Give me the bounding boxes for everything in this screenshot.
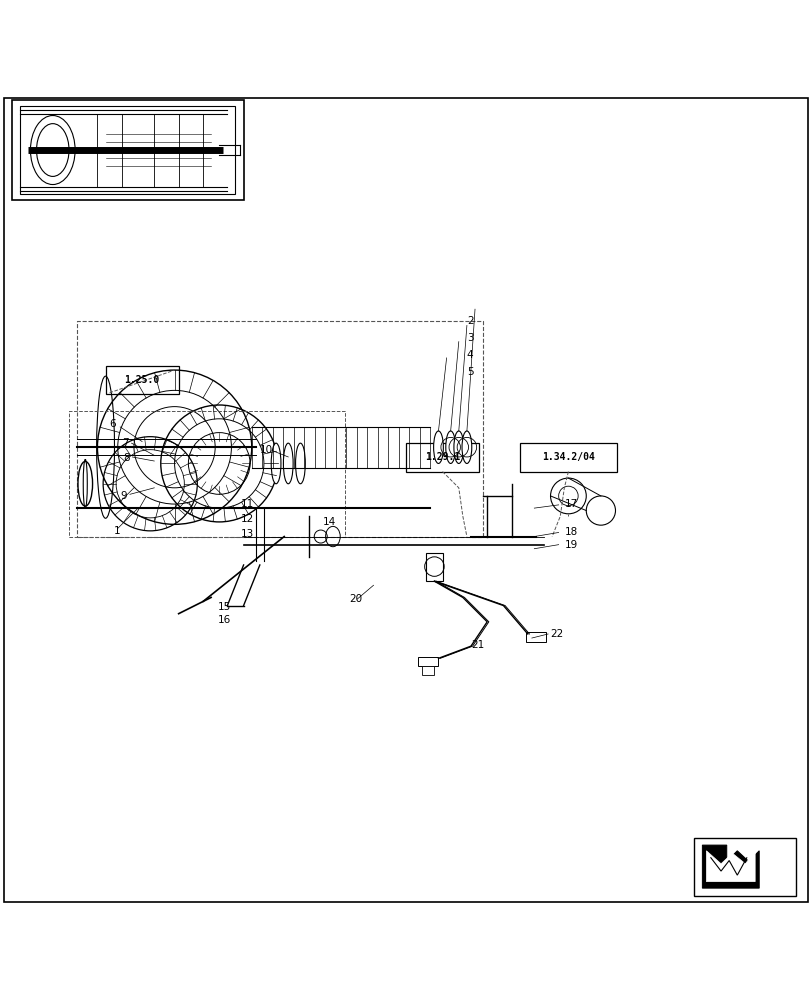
Text: 6: 6 [109,419,116,429]
Bar [105,366,178,394]
Text: 16: 16 [217,615,230,625]
Text: 17: 17 [564,499,577,509]
Text: 22: 22 [550,629,563,639]
Bar [526,632,546,642]
Ellipse shape [271,443,281,484]
Text: 18: 18 [564,527,577,537]
Text: 1.25.0: 1.25.0 [124,375,160,385]
Polygon shape [702,845,758,888]
Bar [418,657,438,666]
Text: 9: 9 [120,491,127,501]
Text: 11: 11 [240,499,253,509]
Text: 10: 10 [260,445,272,455]
Text: 1: 1 [114,526,120,536]
Text: 8: 8 [123,453,130,463]
Ellipse shape [433,431,443,463]
Ellipse shape [461,431,471,463]
Bar [69,411,345,537]
Bar [693,838,795,896]
Bar [422,666,434,675]
Bar [20,106,235,194]
Text: 13: 13 [240,529,253,539]
Text: 15: 15 [217,602,230,612]
Bar [406,443,478,472]
Text: 12: 12 [240,514,253,524]
Ellipse shape [295,443,305,484]
Text: 1.29.1: 1.29.1 [424,452,460,462]
Text: 1.34.2/04: 1.34.2/04 [541,452,594,462]
Text: 2: 2 [466,316,473,326]
Text: 4: 4 [466,350,473,360]
Bar [12,100,243,200]
Ellipse shape [445,431,455,463]
Bar [519,443,616,472]
Text: 5: 5 [466,367,473,377]
Text: 3: 3 [466,333,473,343]
Bar [77,321,483,537]
Text: 19: 19 [564,540,577,550]
Ellipse shape [283,443,293,484]
Text: 7: 7 [122,438,128,448]
Polygon shape [706,851,754,882]
Text: 21: 21 [470,640,483,650]
Ellipse shape [453,431,463,463]
Text: 14: 14 [323,517,336,527]
Text: 20: 20 [349,594,362,604]
Bar [426,553,442,581]
